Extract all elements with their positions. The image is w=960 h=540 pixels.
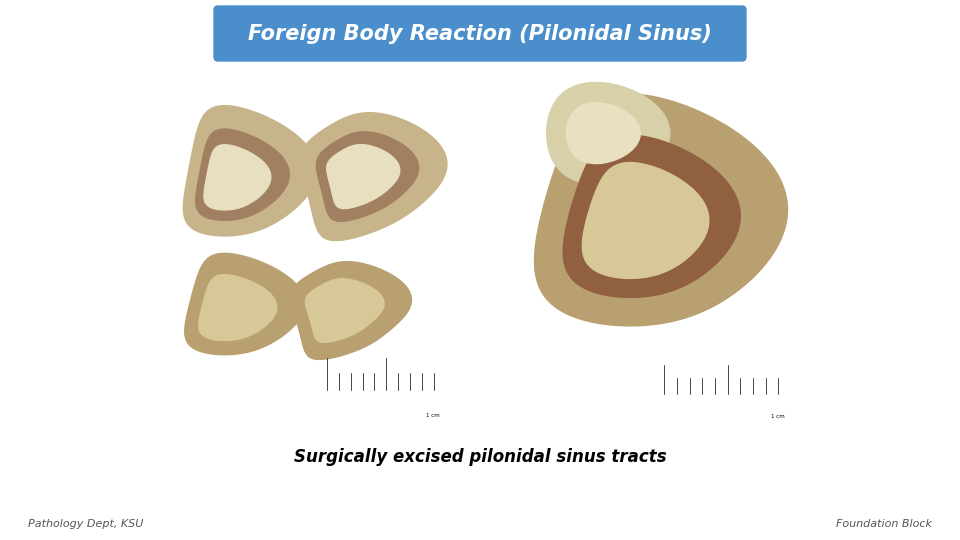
Polygon shape bbox=[564, 135, 740, 298]
Text: Surgically excised pilonidal sinus tracts: Surgically excised pilonidal sinus tract… bbox=[294, 448, 666, 466]
Polygon shape bbox=[183, 106, 317, 236]
Text: Foundation Block: Foundation Block bbox=[836, 519, 932, 529]
Text: Pathology Dept, KSU: Pathology Dept, KSU bbox=[28, 519, 143, 529]
Polygon shape bbox=[566, 103, 640, 164]
FancyBboxPatch shape bbox=[214, 6, 746, 61]
Polygon shape bbox=[291, 262, 412, 360]
Polygon shape bbox=[184, 253, 305, 355]
Polygon shape bbox=[305, 279, 384, 342]
Polygon shape bbox=[300, 113, 447, 240]
Polygon shape bbox=[196, 129, 289, 220]
Text: Foreign Body Reaction (Pilonidal Sinus): Foreign Body Reaction (Pilonidal Sinus) bbox=[248, 24, 712, 44]
Polygon shape bbox=[546, 83, 670, 184]
Polygon shape bbox=[535, 94, 787, 326]
Polygon shape bbox=[317, 132, 419, 221]
Polygon shape bbox=[583, 163, 708, 279]
Polygon shape bbox=[204, 145, 271, 210]
Polygon shape bbox=[326, 145, 399, 208]
Polygon shape bbox=[199, 275, 276, 341]
